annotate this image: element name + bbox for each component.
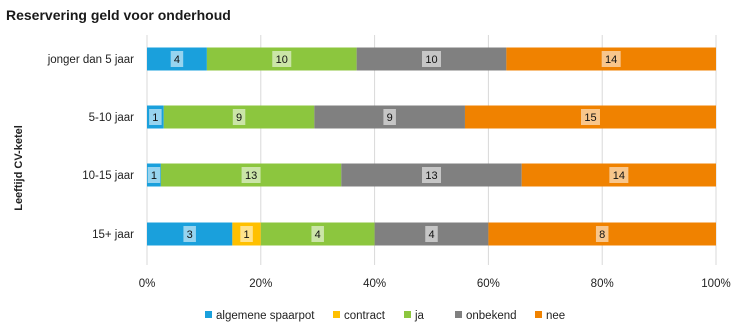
legend-swatch [205,311,212,318]
x-tick-label: 0% [139,278,156,290]
data-label-box [601,51,621,67]
data-label: 4 [428,229,434,241]
x-tick-label: 40% [363,278,386,290]
category-label: 5-10 jaar [89,112,135,124]
data-label: 4 [315,229,321,241]
data-label-box [383,109,396,125]
category-label: 10-15 jaar [82,170,134,182]
x-tick-label: 20% [249,278,272,290]
data-label: 13 [245,170,257,182]
data-label-box [149,109,162,125]
x-tick-labels: 0% 20% 40% 60% 80% 100% [139,278,731,290]
y-axis-label: Leeftijd CV-ketel [13,125,25,211]
data-label-box [183,226,196,242]
legend-label: nee [546,310,565,322]
legend-swatch [455,311,462,318]
data-label: 1 [152,112,158,124]
data-label: 14 [605,54,617,66]
data-label: 9 [236,112,242,124]
data-label-box [422,51,441,67]
category-label: 15+ jaar [92,229,134,241]
legend-label: onbekend [466,310,517,322]
data-label: 4 [174,54,180,66]
data-label: 9 [387,112,393,124]
data-label-box [147,167,161,183]
category-label: jonger dan 5 jaar [47,54,134,66]
x-tick-label: 80% [591,278,614,290]
data-label-box [425,226,438,242]
legend-label: ja [414,310,425,322]
bars: 4 10 10 141 9 9 151 13 13 143 1 4 4 8 [147,47,716,246]
legend: algemene spaarpot contract ja onbekend nee [205,310,565,322]
data-label-box [241,167,261,183]
data-label: 8 [599,229,605,241]
data-label: 15 [584,112,596,124]
data-label-box [595,226,609,242]
data-label-box [240,226,253,242]
data-label-box [580,109,600,125]
data-label: 1 [151,170,157,182]
data-label-box [232,109,246,125]
data-label-box [609,167,629,183]
legend-swatch [404,311,411,318]
category-labels: jonger dan 5 jaar 5-10 jaar 10-15 jaar 15+ … [47,54,134,241]
data-label: 3 [187,229,193,241]
data-label-box [272,51,292,67]
legend-label: contract [344,310,386,322]
data-label-box [170,51,184,67]
legend-swatch [535,311,542,318]
data-label-box [311,226,324,242]
data-label: 10 [276,54,288,66]
chart-title: Reservering geld voor onderhoud [6,7,231,23]
legend-swatch [333,311,340,318]
data-label: 10 [425,54,437,66]
data-label: 14 [613,170,625,182]
data-label: 13 [425,170,437,182]
legend-label: algemene spaarpot [216,310,315,322]
data-label-box [422,167,441,183]
data-label: 1 [244,229,250,241]
x-tick-label: 100% [701,278,730,290]
x-tick-label: 60% [477,278,500,290]
